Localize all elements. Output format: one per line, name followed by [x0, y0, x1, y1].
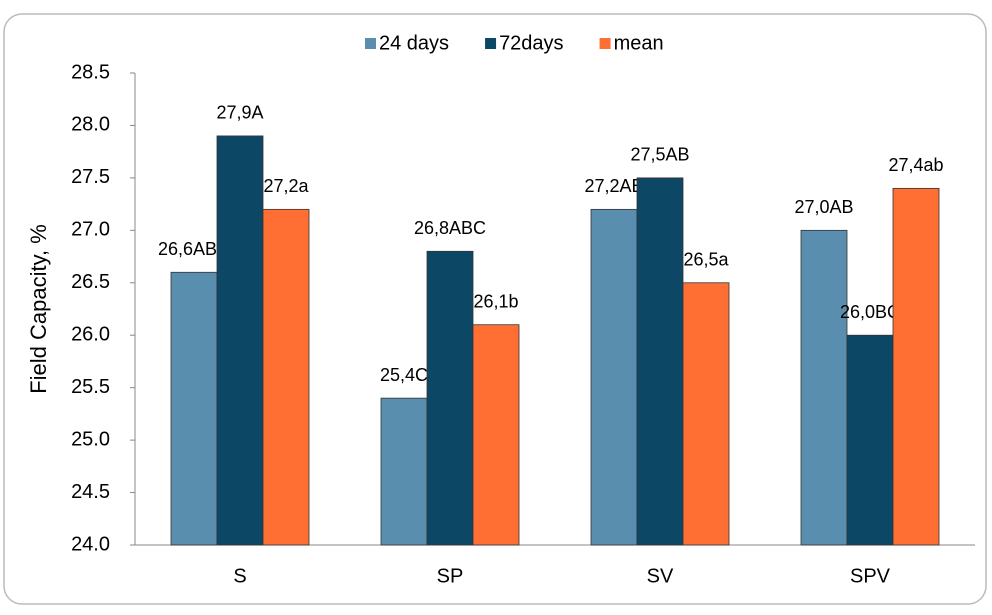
y-tick-label: 27.5 [71, 166, 110, 188]
value-label: 27,4ab [888, 155, 943, 175]
y-tick-label: 27.0 [71, 219, 110, 241]
value-label: 27,5AB [630, 145, 689, 165]
value-label: 26,8ABC [414, 218, 486, 238]
legend-swatch [365, 38, 376, 49]
bar [216, 135, 264, 546]
y-tick-label: 25.5 [71, 376, 110, 398]
bar [426, 250, 474, 546]
y-tick-label: 24.0 [71, 533, 110, 555]
bar [472, 324, 520, 546]
bar [636, 177, 684, 546]
value-label: 27,9A [216, 103, 263, 123]
bar [262, 208, 310, 546]
bar [682, 282, 730, 546]
x-tick-label: SV [647, 565, 674, 587]
bar [846, 334, 894, 546]
y-axis-label: Field Capacity, % [26, 224, 51, 394]
y-tick-label: 26.5 [71, 271, 110, 293]
value-label: 27,2AB [584, 176, 643, 196]
value-label: 27,2a [263, 176, 309, 196]
y-tick-label: 24.5 [71, 481, 110, 503]
bar [892, 187, 940, 546]
bar [590, 208, 638, 546]
y-tick-label: 28.5 [71, 61, 110, 83]
legend-label: mean [614, 32, 664, 54]
y-tick-label: 28.0 [71, 114, 110, 136]
y-tick-label: 26.0 [71, 324, 110, 346]
legend-swatch [599, 38, 611, 49]
value-label: 26,1b [473, 291, 518, 311]
value-label: 25,4C [380, 365, 428, 385]
value-label: 26,0BC [840, 302, 900, 322]
legend-swatch [485, 38, 497, 49]
bar [170, 271, 218, 546]
legend-label: 72days [499, 32, 564, 54]
value-label: 26,6ABC [158, 239, 230, 259]
value-label: 26,5a [683, 250, 729, 270]
bar [800, 229, 848, 546]
x-tick-label: SPV [850, 565, 891, 587]
bar [380, 397, 428, 546]
x-tick-label: SP [437, 565, 464, 587]
x-tick-label: S [233, 565, 246, 587]
y-tick-label: 25.0 [71, 428, 110, 450]
legend-label: 24 days [379, 32, 449, 54]
value-label: 27,0AB [794, 197, 853, 217]
